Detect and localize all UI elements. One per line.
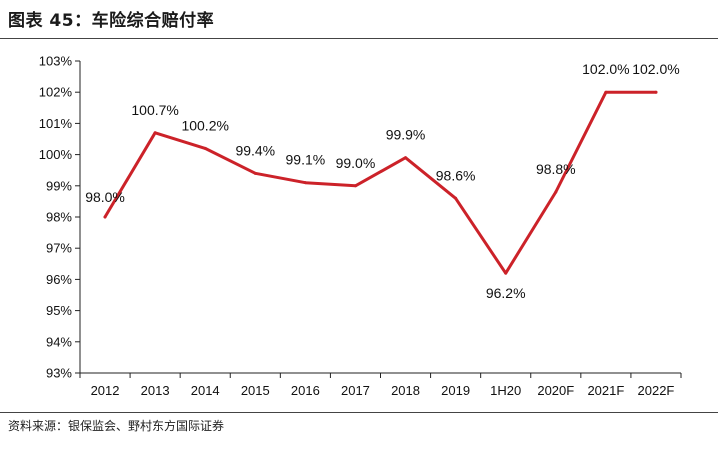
data-point [404, 156, 408, 160]
data-label: 98.0% [85, 189, 125, 205]
y-tick-label: 94% [46, 334, 72, 349]
series-line [103, 90, 658, 275]
data-label: 102.0% [632, 61, 679, 77]
data-label: 99.0% [336, 155, 376, 171]
data-label: 100.7% [131, 102, 178, 118]
x-tick-label: 2020F [537, 383, 574, 398]
y-tick-label: 100% [39, 147, 73, 162]
data-points [103, 90, 658, 275]
data-point [353, 184, 357, 188]
data-point [303, 181, 307, 185]
data-label: 99.1% [286, 152, 326, 168]
data-label: 100.2% [181, 117, 228, 133]
data-labels: 98.0% 100.7%100.2% 99.4% 99.1% 99.0% 99.9% 98.… [85, 61, 680, 301]
data-point [454, 196, 458, 200]
x-tick-label: 2013 [141, 383, 170, 398]
y-tick-label: 98% [46, 210, 72, 225]
x-tick-label: 2015 [241, 383, 270, 398]
data-point [504, 271, 508, 275]
title-rule [0, 38, 718, 39]
x-tick-label: 2021F [587, 383, 624, 398]
data-label: 99.9% [386, 127, 426, 143]
y-tick-label: 97% [46, 241, 72, 256]
data-point [554, 190, 558, 194]
y-tick-label: 101% [39, 116, 73, 131]
x-axis-ticks: 2012 2013 2014 2015 2016 2017 2018 2019 1H20 2020… [79, 373, 682, 398]
data-point [253, 171, 257, 175]
source-rule [0, 412, 718, 413]
data-point [153, 131, 157, 135]
x-tick-label: 2012 [91, 383, 120, 398]
x-tick-label: 2017 [341, 383, 370, 398]
x-tick-label: 2022F [638, 383, 675, 398]
y-tick-label: 102% [39, 85, 73, 100]
y-tick-label: 96% [46, 272, 72, 287]
source-note: 资料来源：银保监会、野村东方国际证券 [8, 419, 225, 433]
x-tick-label: 2014 [191, 383, 220, 398]
data-point [604, 90, 608, 94]
line-chart: 93% 94% 95% 96% 97% 98% 99% 100% 101% 102% 103% 20… [39, 54, 682, 398]
data-label: 98.8% [536, 161, 576, 177]
x-tick-label: 2016 [291, 383, 320, 398]
y-axis-ticks: 93% 94% 95% 96% 97% 98% 99% 100% 101% 102% 103% [39, 54, 80, 381]
y-tick-label: 103% [39, 54, 73, 69]
data-label: 99.4% [235, 142, 275, 158]
data-point [203, 146, 207, 150]
figure-title: 图表 45：车险综合赔付率 [8, 11, 215, 31]
y-tick-label: 95% [46, 303, 72, 318]
data-point [103, 215, 107, 219]
data-label: 96.2% [486, 285, 526, 301]
data-label: 102.0% [582, 61, 629, 77]
y-tick-label: 93% [46, 366, 72, 381]
data-label: 98.6% [436, 167, 476, 183]
x-tick-label: 2018 [391, 383, 420, 398]
x-tick-label: 1H20 [490, 383, 521, 398]
y-tick-label: 99% [46, 178, 72, 193]
data-point [654, 90, 658, 94]
x-tick-label: 2019 [441, 383, 470, 398]
